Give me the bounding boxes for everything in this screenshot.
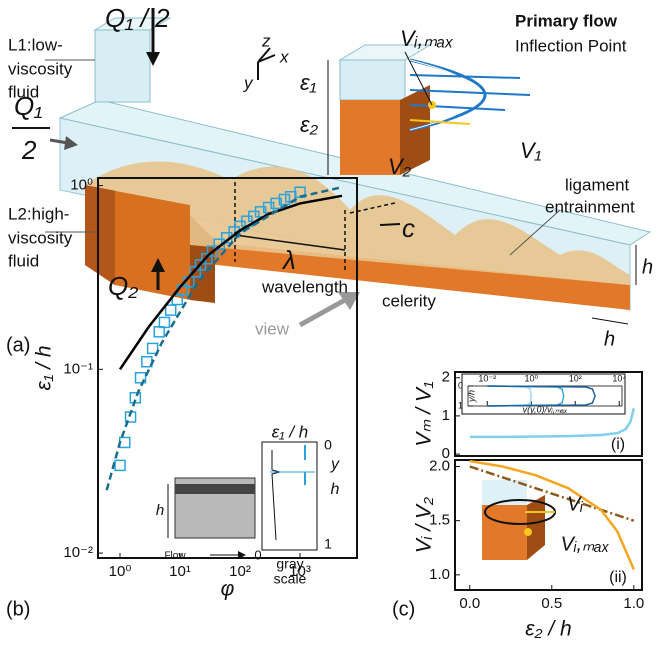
y-axis-label: y/h — [466, 390, 476, 403]
y-tick-label: 0 — [458, 380, 463, 390]
ligament-label: entrainment — [545, 197, 635, 216]
inset-label: 0 — [254, 547, 261, 562]
inset-label: ε₁ / h — [272, 422, 308, 441]
y-tick-label: 1 — [442, 407, 450, 424]
inset-label: 1 — [324, 536, 332, 552]
flow-rate: Q₁ — [14, 91, 42, 121]
velocity-label: Vᵢ,ₘₐₓ — [561, 533, 610, 555]
y-tick-label: 10⁻² — [63, 544, 93, 561]
panel-label: (b) — [6, 598, 30, 620]
y-tick-label: 10⁰ — [70, 177, 93, 194]
x-tick-label: 0.5 — [541, 595, 562, 612]
axis-label: y — [243, 73, 254, 92]
width-label: h — [604, 328, 615, 350]
x-tick-label: 10⁰ — [109, 563, 132, 580]
inset-label: 0 — [324, 437, 332, 453]
y-tick-label: 2.0 — [429, 457, 450, 474]
panel-label: (ii) — [609, 569, 627, 586]
y-tick-label: 2 — [442, 369, 450, 386]
axis-label: x — [279, 47, 289, 66]
thickness-label: ε₂ — [300, 112, 319, 137]
inset-label: h — [331, 481, 340, 498]
wavelength-label: wavelength — [261, 277, 348, 296]
velocity-label: V₂ — [388, 154, 412, 179]
flow-rate: Q₁ / 2 — [105, 3, 170, 33]
inset-label: h — [156, 502, 164, 519]
data-point — [154, 327, 164, 337]
x-tick-label: 10⁻² — [478, 373, 496, 383]
panel-label: (c) — [392, 598, 415, 620]
view-label: view — [255, 319, 290, 338]
inset-graphics — [168, 374, 625, 560]
velocity-label: Vᵢ — [567, 493, 583, 515]
panel-label: (i) — [611, 436, 625, 453]
velocity-label: Vᵢ,ₘₐₓ — [400, 26, 454, 51]
flow-rate: Q₂ — [108, 271, 138, 301]
height-label: h — [642, 256, 653, 278]
fluid-label: viscosity — [8, 228, 73, 247]
y-axis-label: ε₁ / h — [33, 345, 56, 390]
y-axis-label: Vₘ / V₁ — [413, 381, 436, 447]
figure: L1:low- viscosity fluid L2:high- viscosi… — [0, 0, 662, 646]
y-tick-label: 1 — [458, 400, 463, 410]
inset-label: y — [330, 456, 340, 473]
fluid-label: L2:high- — [8, 204, 69, 223]
ligament-label: ligament — [565, 175, 630, 194]
x-tick-label: 10⁴ — [612, 373, 626, 383]
fluid-label: L1:low- — [8, 35, 63, 54]
thickness-label: ε₁ — [300, 70, 317, 95]
x-axis-label: φ — [221, 578, 235, 601]
y-tick-label: 1.0 — [429, 566, 450, 583]
celerity-label: celerity — [382, 291, 436, 310]
data-point — [166, 305, 176, 315]
axis-label: z — [261, 31, 271, 50]
fluid-label: fluid — [8, 251, 39, 270]
x-tick-label: 1.0 — [623, 595, 644, 612]
data-point — [115, 460, 125, 470]
x-tick-label: 10¹ — [169, 563, 191, 580]
fluid-label: viscosity — [8, 59, 73, 78]
x-axis-label: v(y,0)/vᵢ,ₘₐₓ — [523, 404, 568, 414]
x-tick-label: 10² — [569, 373, 582, 383]
velocity-label: V₁ — [520, 138, 542, 163]
x-tick-label: 0.0 — [459, 595, 480, 612]
inset-label: Inflection Point — [515, 36, 627, 55]
panel-label: (a) — [6, 334, 30, 356]
x-tick-label: 10⁰ — [524, 373, 538, 383]
inset-label: scale — [274, 571, 307, 587]
wavelength-symbol: λ — [281, 245, 296, 275]
data-point — [159, 317, 169, 327]
inset-title: Primary flow — [515, 11, 618, 30]
x-axis-label: ε₂ / h — [525, 618, 571, 641]
y-axis-label: Vᵢ / V₂ — [413, 497, 436, 553]
celerity-symbol: c — [402, 213, 415, 243]
inset-label: gray — [276, 556, 303, 572]
y-tick-label: 10⁻¹ — [63, 360, 93, 377]
flow-rate: 2 — [21, 135, 37, 165]
inset-label: Flow — [164, 551, 186, 562]
